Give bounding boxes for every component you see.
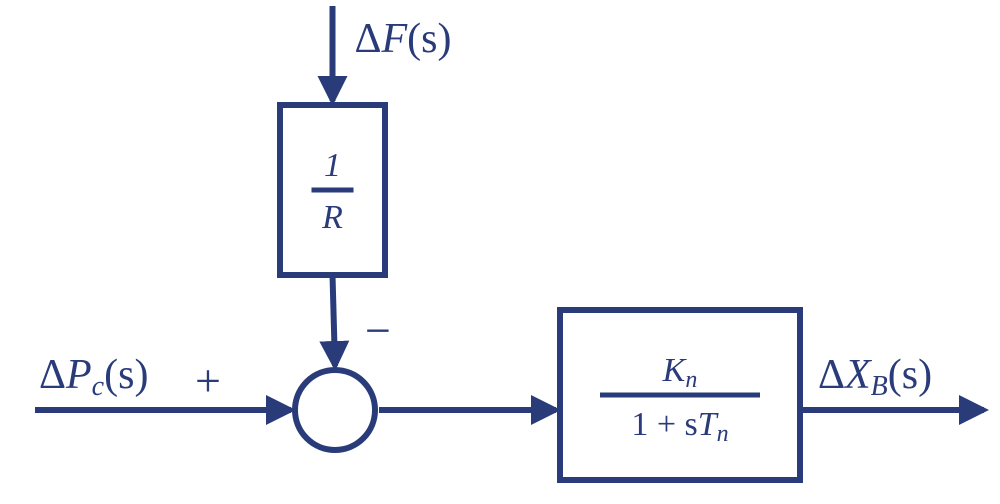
sign-plus: +	[195, 355, 221, 406]
label-delta-f: ΔF(s)	[355, 16, 452, 62]
block-droop-denominator: R	[321, 199, 343, 236]
block-kn-denominator: 1 + sTn	[631, 406, 728, 447]
block-droop-numerator: 1	[324, 147, 341, 184]
edge-block-r-to-sum	[333, 275, 336, 366]
sign-minus: −	[365, 305, 391, 356]
summing-junction	[295, 370, 375, 450]
